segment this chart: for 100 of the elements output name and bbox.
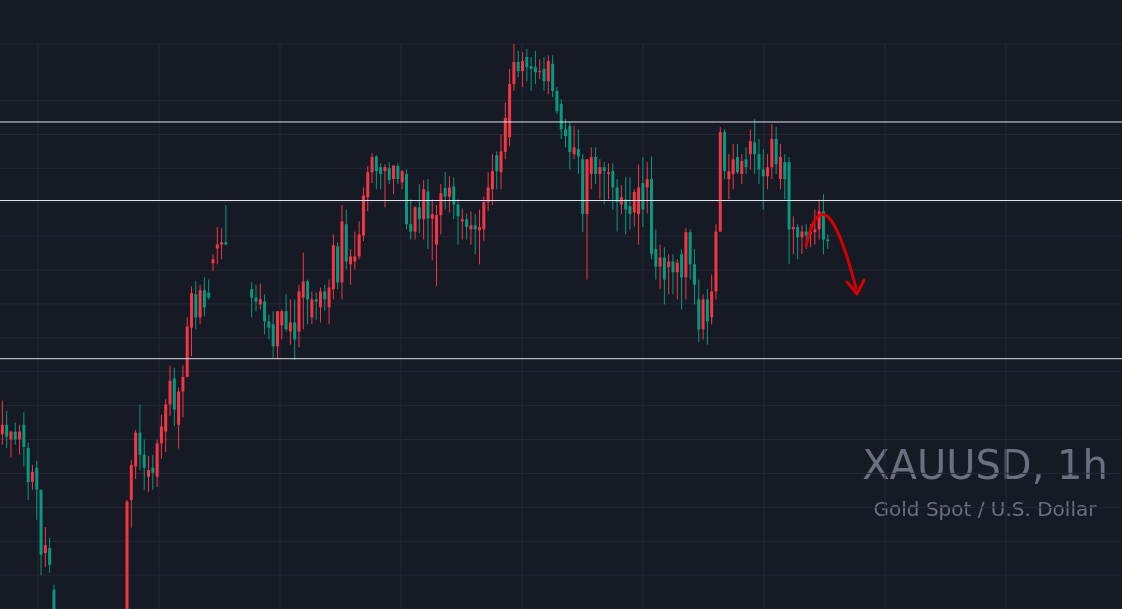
candlestick xyxy=(168,364,172,417)
candlestick xyxy=(546,54,550,95)
candlestick xyxy=(392,164,396,195)
candlestick xyxy=(705,288,709,346)
candlestick xyxy=(220,227,224,260)
candlestick xyxy=(0,400,4,446)
candlestick xyxy=(748,128,752,170)
candlestick xyxy=(430,198,434,261)
candlestick xyxy=(783,153,787,200)
candlestick xyxy=(5,410,9,449)
candlestick xyxy=(727,153,731,200)
candlestick xyxy=(370,152,374,184)
candlestick xyxy=(469,210,473,246)
candlestick xyxy=(301,251,305,330)
candlestick xyxy=(387,161,391,185)
candlestick xyxy=(202,276,206,317)
candlestick xyxy=(400,169,404,190)
candlestick xyxy=(284,293,288,333)
candlestick xyxy=(598,158,602,200)
candlestick xyxy=(529,56,533,92)
candlestick xyxy=(533,50,537,85)
candlestick xyxy=(607,162,610,200)
candlestick xyxy=(147,455,151,493)
candlestick xyxy=(766,153,770,190)
candlestick xyxy=(744,146,748,175)
candlestick xyxy=(258,283,262,311)
candlestick xyxy=(456,198,460,246)
candlestick xyxy=(9,429,13,459)
candlestick xyxy=(447,175,451,213)
candlestick xyxy=(490,153,494,206)
candlestick xyxy=(473,213,477,255)
candlestick xyxy=(409,198,413,240)
candlestick xyxy=(271,310,275,359)
candlestick xyxy=(181,364,185,418)
candlestick xyxy=(52,584,56,609)
candlestick xyxy=(318,287,322,324)
candlestick xyxy=(602,161,606,205)
candlestick xyxy=(632,188,636,227)
candlestick xyxy=(194,280,198,330)
candlestick xyxy=(374,154,378,190)
candlestick xyxy=(35,460,39,521)
candlestick xyxy=(293,298,297,361)
candlestick xyxy=(516,50,520,78)
candlestick xyxy=(48,537,52,574)
candlestick xyxy=(288,298,292,346)
candlestick xyxy=(542,56,546,92)
candlestick xyxy=(465,213,469,240)
candlestick xyxy=(757,138,761,185)
candlestick xyxy=(22,411,26,468)
candlestick xyxy=(211,253,215,272)
candlestick xyxy=(538,58,542,80)
candlestick xyxy=(680,248,684,311)
candlestick xyxy=(753,118,757,175)
candlestick xyxy=(349,248,353,286)
candlestick xyxy=(572,125,576,160)
candlestick xyxy=(383,163,387,208)
candlestick xyxy=(267,314,271,340)
candlestick xyxy=(254,284,258,312)
candlestick xyxy=(439,183,443,235)
candlestick xyxy=(263,293,267,335)
candlestick xyxy=(138,403,142,471)
candlestick xyxy=(396,162,400,185)
candlestick xyxy=(512,44,516,92)
candlestick xyxy=(628,176,632,230)
candlestick xyxy=(452,176,456,220)
candlestick xyxy=(353,231,357,270)
candlestick xyxy=(594,146,598,185)
candlestick xyxy=(142,439,146,491)
candlestick xyxy=(645,161,649,214)
candlestick xyxy=(624,176,628,235)
candlestick xyxy=(18,424,22,456)
candlestick xyxy=(564,118,568,148)
candlestick xyxy=(443,171,447,211)
candlestick xyxy=(675,258,679,300)
candlestick xyxy=(417,183,421,234)
candlestick xyxy=(658,244,662,290)
candlestick xyxy=(692,248,696,305)
candlestick xyxy=(761,148,765,211)
candlestick xyxy=(43,526,47,568)
candlestick xyxy=(778,143,782,190)
candlestick xyxy=(662,246,666,305)
candlestick xyxy=(314,292,318,321)
candlestick xyxy=(495,150,499,190)
candlestick xyxy=(735,143,739,175)
candlestick xyxy=(740,153,744,185)
candlestick xyxy=(250,281,254,318)
candlestick xyxy=(731,143,735,190)
candlestick xyxy=(13,422,17,446)
text: XAUUSD, 1h xyxy=(861,441,1109,490)
candlestick xyxy=(555,86,559,115)
candlestick xyxy=(796,223,800,260)
candlestick xyxy=(671,253,675,295)
candlestick xyxy=(310,290,314,325)
candlestick xyxy=(521,51,525,88)
candlestick xyxy=(306,279,310,325)
candlestick xyxy=(611,162,615,211)
candlestick xyxy=(813,209,817,246)
candlestick xyxy=(215,226,219,265)
candlestick xyxy=(323,284,327,312)
text: Gold Spot / U.S. Dollar xyxy=(872,496,1098,523)
